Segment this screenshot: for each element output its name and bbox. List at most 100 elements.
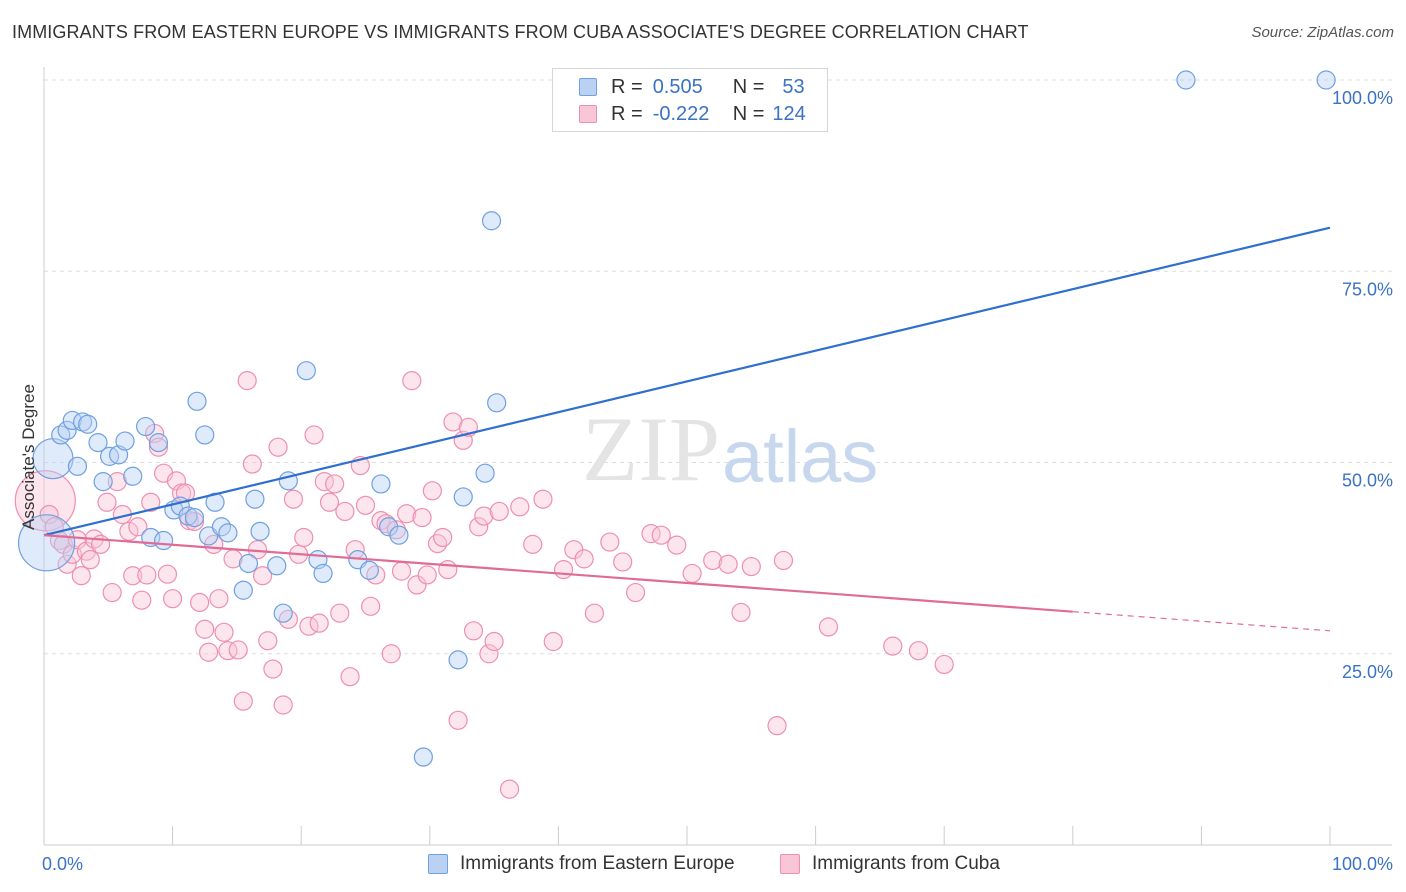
point-cuba	[625, 582, 646, 603]
legend-swatch-eastern-europe	[579, 78, 597, 96]
point-eastern-europe	[1316, 70, 1336, 90]
point-cuba	[818, 617, 839, 637]
point-cuba	[376, 514, 396, 534]
point-cuba	[237, 371, 257, 391]
point-cuba	[273, 695, 293, 715]
legend-r-value: 0.505	[652, 75, 703, 98]
tick-labels: 100.0% 75.0% 50.0% 25.0% 0.0% 100.0%	[42, 88, 1393, 874]
point-cuba	[479, 644, 499, 664]
point-cuba	[371, 511, 391, 531]
point-cuba	[163, 589, 183, 609]
y-tick-label: 25.0%	[1342, 662, 1393, 682]
point-cuba	[767, 716, 787, 736]
y-axis-label: Associate's Degree	[19, 384, 38, 530]
point-eastern-europe	[250, 521, 270, 541]
point-cuba	[57, 554, 77, 574]
point-cuba	[412, 507, 432, 528]
point-eastern-europe	[78, 414, 98, 434]
point-eastern-europe	[148, 433, 169, 453]
point-cuba	[119, 521, 139, 541]
legend-n-value: 53	[782, 75, 805, 98]
point-cuba	[574, 549, 594, 569]
point-cuba	[934, 654, 954, 675]
legend-row-eastern-europe: R = 0.505 N = 53	[579, 74, 805, 100]
legend-r-label: R =	[611, 102, 643, 125]
point-cuba	[132, 590, 152, 610]
point-cuba	[443, 412, 463, 432]
point-cuba	[386, 520, 406, 540]
bottom-legend-label: Immigrants from Cuba	[812, 853, 1000, 874]
x-tick-label-min: 0.0%	[42, 854, 83, 874]
point-cuba	[137, 565, 157, 585]
point-cuba	[319, 492, 340, 512]
point-cuba	[682, 563, 702, 584]
point-cuba	[641, 524, 661, 544]
point-cuba	[741, 556, 761, 577]
point-cuba	[402, 371, 422, 391]
point-cuba	[128, 517, 148, 537]
point-eastern-europe	[448, 650, 468, 670]
point-eastern-europe	[178, 506, 198, 526]
point-cuba	[233, 691, 253, 711]
bottom-legend-label: Immigrants from Eastern Europe	[460, 853, 735, 874]
point-eastern-europe	[135, 416, 156, 437]
point-eastern-europe	[123, 466, 143, 486]
point-eastern-europe	[267, 556, 287, 576]
point-cuba	[510, 497, 530, 517]
point-cuba	[651, 525, 671, 545]
correlation-legend: R = 0.505 N = 53 R = -0.222 N = 124	[552, 68, 828, 132]
point-eastern-europe	[481, 211, 502, 231]
point-cuba	[438, 559, 458, 580]
point-cuba	[97, 492, 117, 512]
point-cuba	[433, 527, 453, 548]
point-eastern-europe	[273, 603, 293, 623]
bottom-legend-swatch-eastern-europe	[428, 854, 448, 874]
trend-line-eastern-europe	[43, 226, 1331, 537]
point-cuba	[148, 437, 169, 457]
point-eastern-europe	[1176, 70, 1196, 90]
point-cuba	[703, 550, 723, 571]
point-cuba	[294, 527, 314, 548]
point-cuba	[381, 644, 401, 664]
point-eastern-europe	[57, 420, 77, 440]
point-cuba	[330, 603, 350, 623]
point-eastern-europe	[62, 410, 82, 431]
legend-swatch-cuba	[579, 105, 597, 123]
axes	[43, 67, 1392, 846]
point-cuba	[499, 779, 520, 799]
point-eastern-europe	[115, 431, 135, 451]
watermark-atlas: atlas	[722, 415, 878, 498]
trend-line-cuba	[43, 534, 1073, 613]
point-cuba	[361, 596, 381, 616]
point-eastern-europe	[313, 563, 333, 584]
point-eastern-europe	[218, 523, 238, 543]
series-eastern-europe-points	[17, 70, 1336, 767]
point-cuba	[391, 561, 412, 581]
point-cuba	[80, 550, 100, 570]
point-cuba	[600, 532, 620, 552]
point-cuba	[199, 642, 219, 662]
y-tick-label: 100.0%	[1332, 88, 1393, 108]
legend-n-label: N =	[732, 75, 765, 98]
y-tick-label: 75.0%	[1342, 279, 1393, 299]
point-eastern-europe	[32, 438, 74, 480]
point-cuba	[258, 631, 278, 651]
point-cuba	[718, 554, 738, 574]
point-cuba	[667, 535, 687, 555]
point-cuba	[773, 550, 794, 571]
point-cuba	[448, 710, 468, 730]
point-eastern-europe	[413, 747, 433, 767]
bottom-legend-swatch-cuba	[780, 854, 800, 874]
point-cuba	[543, 631, 563, 652]
point-cuba	[107, 472, 127, 492]
point-cuba	[214, 622, 234, 642]
point-cuba	[883, 636, 903, 656]
point-cuba	[584, 603, 605, 623]
legend-row-cuba: R = -0.222 N = 124	[579, 101, 806, 127]
point-eastern-europe	[389, 525, 409, 545]
point-cuba	[71, 566, 91, 586]
point-cuba	[417, 565, 437, 585]
point-cuba	[469, 517, 489, 537]
y-tick-label: 50.0%	[1342, 471, 1393, 491]
x-tick-label-max: 100.0%	[1332, 854, 1393, 874]
